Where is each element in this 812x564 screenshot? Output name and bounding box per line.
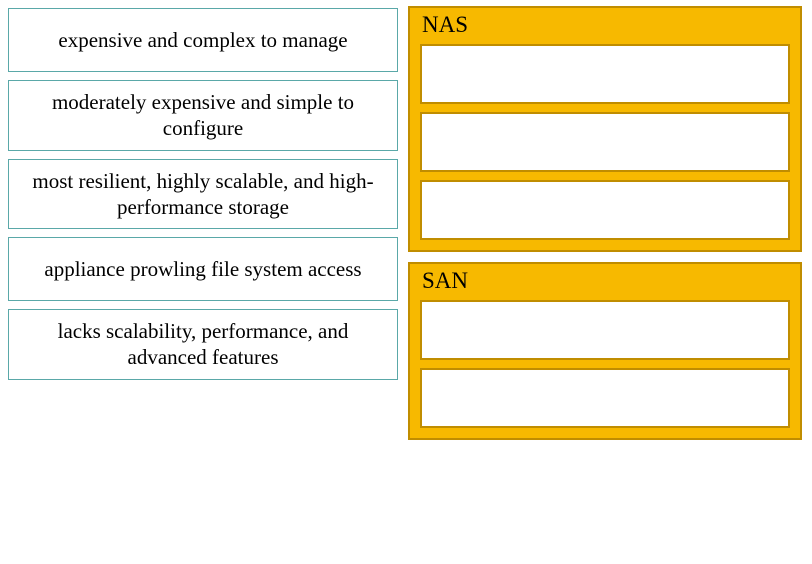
drop-slot[interactable]: [420, 112, 790, 172]
target-group-nas: NAS: [408, 6, 802, 252]
source-item[interactable]: most resilient, highly scalable, and hig…: [8, 159, 398, 230]
target-column: NAS SAN: [408, 6, 802, 440]
matching-diagram: expensive and complex to manage moderate…: [0, 0, 812, 446]
source-item[interactable]: expensive and complex to manage: [8, 8, 398, 72]
source-item[interactable]: moderately expensive and simple to confi…: [8, 80, 398, 151]
target-title-nas: NAS: [410, 8, 800, 44]
drop-slot[interactable]: [420, 368, 790, 428]
drop-slot[interactable]: [420, 44, 790, 104]
drop-slot[interactable]: [420, 300, 790, 360]
target-title-san: SAN: [410, 264, 800, 300]
source-item[interactable]: lacks scalability, performance, and adva…: [8, 309, 398, 380]
drop-slot[interactable]: [420, 180, 790, 240]
target-group-san: SAN: [408, 262, 802, 440]
source-column: expensive and complex to manage moderate…: [8, 6, 398, 440]
source-item[interactable]: appliance prowling file system access: [8, 237, 398, 301]
